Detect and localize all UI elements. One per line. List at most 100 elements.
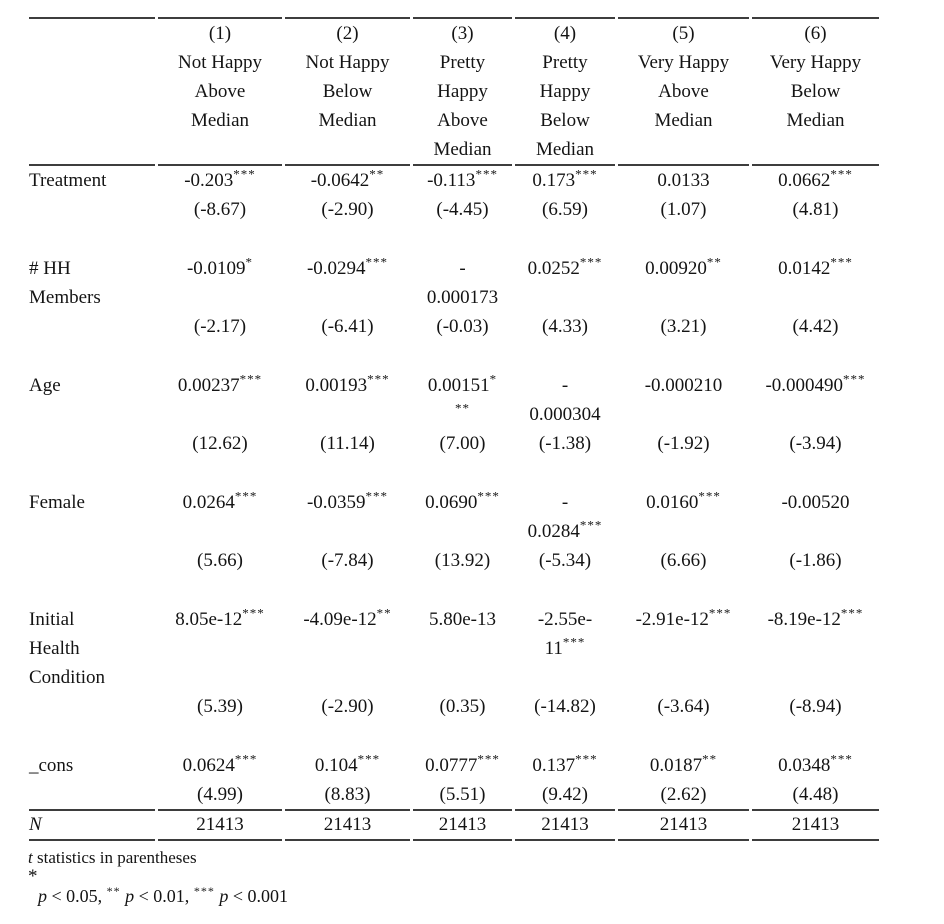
significance-stars: *** <box>562 634 586 650</box>
cell-line: (4.48) <box>792 784 839 805</box>
coef-row-treatment: Treatment -0.203*** (-8.67) -0.0642** (-2.90… <box>29 164 879 224</box>
cell-line <box>158 400 282 429</box>
coef-cell-col5: 0.0160*** (6.66) <box>618 488 749 575</box>
cell-line: Below <box>322 81 373 102</box>
cell-line: (4.81) <box>792 199 839 220</box>
cell-line: 0.0284*** <box>527 517 603 542</box>
cell-line: 0.00920** <box>645 254 722 279</box>
row-label: _cons <box>29 751 155 809</box>
footnote-tstat: t statistics in parentheses <box>28 848 197 867</box>
coef-cell-col6: 0.0662*** (4.81) <box>752 164 879 224</box>
footnote-star: * <box>28 866 38 887</box>
cell-line <box>618 283 749 312</box>
coef-cell-col4: - 0.000304 (-1.38) <box>515 371 615 458</box>
cell-line: (-4.45) <box>436 199 489 220</box>
cell-line: # HH <box>29 258 71 279</box>
cell-line: 0.0187** <box>649 751 718 776</box>
coef-row-age: Age 0.00237*** (12.62) 0.00193*** (11.14) 0.0… <box>29 371 879 458</box>
cell-line: (-1.38) <box>538 433 592 454</box>
coef-cell-col3: - 0.000173 (-0.03) <box>413 254 512 341</box>
cell-line: (-1.86) <box>789 550 842 571</box>
significance-stars: ** <box>369 166 385 182</box>
cell-line <box>413 517 512 546</box>
cell-line: 0.104*** <box>314 751 381 776</box>
cell-line <box>29 135 155 164</box>
italic-symbol: p <box>38 886 47 906</box>
coef-cell-col6: -0.000490*** (-3.94) <box>752 371 879 458</box>
cell-line: 0.0264*** <box>182 488 258 513</box>
cell-line: Below <box>540 110 590 131</box>
cell-line <box>285 634 410 663</box>
row-label: Treatment <box>29 164 155 224</box>
significance-stars: *** <box>708 605 732 621</box>
coef-cell-col2: -0.0642** (-2.90) <box>285 164 410 224</box>
cell-line: (4.99) <box>197 784 243 805</box>
significance-stars: * <box>489 371 498 387</box>
cell-line: -0.203*** <box>184 166 256 191</box>
cell-line: -0.0359*** <box>306 488 389 513</box>
n-row: N 21413 21413 21413 21413 21413 21413 <box>29 809 879 841</box>
significance-stars: *** <box>579 517 603 533</box>
significance-stars: *** <box>575 751 598 767</box>
cell-line: Median <box>786 110 845 131</box>
cell-line: (2) <box>336 23 359 44</box>
regression-table: (1) Not Happy Above Median (2) Not Happy Below… <box>26 17 882 841</box>
cell-line: Pretty <box>542 52 588 73</box>
cell-line: Median <box>654 110 713 131</box>
header-stub-cell <box>29 17 155 164</box>
cell-line: -8.19e-12*** <box>767 605 864 630</box>
cell-line <box>618 517 749 546</box>
cell-line: Happy <box>539 81 591 102</box>
significance-stars: *** <box>193 884 215 898</box>
cell-line <box>285 663 410 692</box>
cell-line: (6) <box>804 23 827 44</box>
row-label: Female <box>29 488 155 575</box>
spacer-cell <box>29 575 879 605</box>
significance-stars: *** <box>843 371 866 387</box>
cell-line: Happy <box>437 81 488 102</box>
significance-stars: *** <box>477 751 500 767</box>
cell-line: 0.0624*** <box>182 751 258 776</box>
footnote-significance: p < 0.05, ** p < 0.01, *** p < 0.001 <box>38 884 288 906</box>
cell-line: Age <box>29 375 61 396</box>
cell-line <box>285 517 410 546</box>
significance-stars: *** <box>477 488 500 504</box>
cell-line <box>29 780 155 809</box>
spacer-row <box>29 458 879 488</box>
italic-symbol: p <box>125 886 135 906</box>
row-label: # HH Members <box>29 254 155 341</box>
coef-cell-col3: -0.113*** (-4.45) <box>413 164 512 224</box>
significance-stars: *** <box>830 254 853 270</box>
cell-line: 0.0662*** <box>778 166 853 191</box>
cell-line: (5) <box>672 23 695 44</box>
coef-cell-col1: -0.0109* (-2.17) <box>158 254 282 341</box>
coef-cell-col4: 0.137*** (9.42) <box>515 751 615 809</box>
coef-cell-col5: -0.000210 (-1.92) <box>618 371 749 458</box>
cell-line: (-2.90) <box>321 199 374 220</box>
cell-line: (-8.67) <box>193 199 247 220</box>
cell-line: Very Happy <box>637 52 730 73</box>
cell-line: - <box>561 492 569 513</box>
coef-cell-col4: -2.55e- 11*** (-14.82) <box>515 605 615 721</box>
cell-line <box>29 195 155 224</box>
coef-cell-col4: 0.0252*** (4.33) <box>515 254 615 341</box>
cell-line: Above <box>437 110 488 131</box>
significance-stars: *** <box>575 166 598 182</box>
cell-line: 0.000304 <box>529 404 601 425</box>
significance-stars: *** <box>234 751 258 767</box>
cell-line: Health <box>29 638 80 659</box>
cell-line: Above <box>658 81 709 102</box>
cell-line <box>29 48 155 77</box>
cell-line: (-8.94) <box>789 696 842 717</box>
table-footnotes: t statistics in parentheses * p < 0.05, … <box>28 847 944 907</box>
cell-line: 0.00237*** <box>177 371 263 396</box>
n-row-label: N <box>29 809 155 841</box>
cell-line: (-6.41) <box>321 316 374 337</box>
cell-line: (0.35) <box>439 696 486 717</box>
cell-line: 0.00151* <box>427 371 498 396</box>
n-cell-col1: 21413 <box>158 809 282 841</box>
significance-stars: ** <box>702 751 718 767</box>
coef-cell-col2: 0.00193*** (11.14) <box>285 371 410 458</box>
cell-line: (7.00) <box>439 433 486 454</box>
coef-cell-col5: 0.0187** (2.62) <box>618 751 749 809</box>
